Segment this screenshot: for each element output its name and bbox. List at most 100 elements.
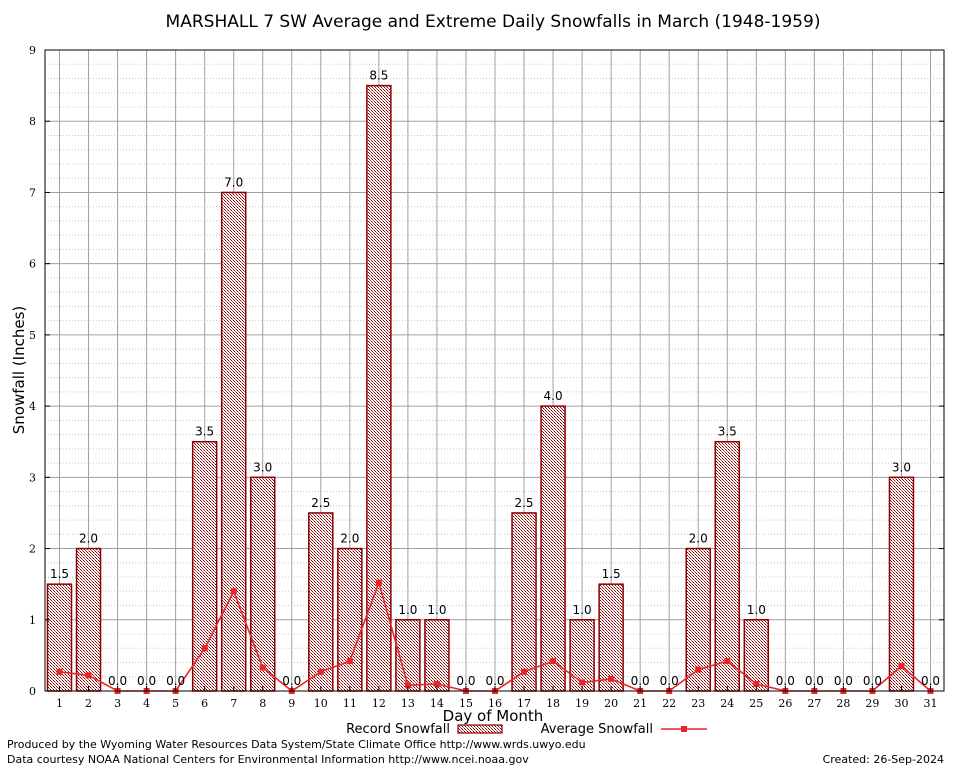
bar-value-label: 1.0 bbox=[747, 603, 766, 617]
x-tick-label: 16 bbox=[488, 697, 502, 710]
average-point bbox=[85, 672, 92, 679]
record-bar bbox=[249, 476, 276, 692]
record-bar bbox=[743, 619, 770, 692]
average-point bbox=[550, 658, 557, 665]
x-tick-label: 22 bbox=[662, 697, 676, 710]
average-point bbox=[898, 663, 905, 670]
legend: Record Snowfall Average Snowfall bbox=[346, 722, 707, 737]
y-tick-label: 9 bbox=[29, 44, 36, 57]
x-tick-label: 6 bbox=[201, 697, 208, 710]
x-axis-label: Day of Month bbox=[443, 707, 544, 725]
bar-value-label: 3.0 bbox=[892, 460, 911, 474]
average-point bbox=[608, 675, 615, 682]
record-bar bbox=[540, 405, 566, 692]
average-point bbox=[259, 664, 266, 671]
record-bar bbox=[220, 191, 247, 692]
average-point bbox=[317, 668, 324, 675]
record-bar bbox=[191, 440, 218, 692]
x-tick-label: 14 bbox=[430, 697, 444, 710]
bar-value-label: 2.5 bbox=[311, 496, 330, 510]
average-point bbox=[724, 658, 731, 665]
x-tick-label: 13 bbox=[401, 697, 415, 710]
record-bar bbox=[75, 547, 102, 692]
x-tick-label: 5 bbox=[172, 697, 179, 710]
y-tick-label: 4 bbox=[29, 400, 36, 413]
bar-value-label: 0.0 bbox=[166, 674, 185, 688]
legend-record-swatch bbox=[457, 724, 503, 734]
legend-average-label: Average Snowfall bbox=[541, 722, 653, 737]
average-point bbox=[56, 668, 63, 675]
x-tick-label: 19 bbox=[575, 697, 589, 710]
bar-value-label: 4.0 bbox=[544, 389, 563, 403]
record-bars bbox=[46, 84, 915, 692]
x-tick-label: 23 bbox=[691, 697, 705, 710]
bar-value-label: 0.0 bbox=[660, 674, 679, 688]
x-tick-label: 20 bbox=[604, 697, 618, 710]
x-tick-label: 25 bbox=[749, 697, 763, 710]
y-tick-label: 2 bbox=[29, 543, 36, 556]
bar-value-label: 0.0 bbox=[108, 674, 127, 688]
bar-value-label: 8.5 bbox=[369, 69, 388, 83]
x-tick-label: 4 bbox=[143, 697, 150, 710]
record-bar bbox=[569, 619, 595, 692]
chart-title: MARSHALL 7 SW Average and Extreme Daily … bbox=[166, 12, 821, 32]
bar-value-label: 0.0 bbox=[282, 674, 301, 688]
bar-value-label: 7.0 bbox=[224, 175, 243, 189]
bar-value-label: 1.0 bbox=[427, 603, 446, 617]
y-tick-label: 0 bbox=[29, 685, 36, 698]
average-point bbox=[695, 666, 702, 673]
x-tick-label: 29 bbox=[865, 697, 879, 710]
record-bar bbox=[424, 619, 450, 692]
y-tick-label: 8 bbox=[29, 115, 36, 128]
average-point bbox=[579, 679, 586, 686]
record-bar bbox=[337, 547, 363, 692]
record-bar bbox=[714, 440, 741, 692]
bar-value-label: 0.0 bbox=[921, 674, 940, 688]
average-point bbox=[753, 680, 760, 687]
bar-value-label: 1.0 bbox=[398, 603, 417, 617]
bar-value-label: 1.5 bbox=[50, 567, 69, 581]
x-tick-label: 11 bbox=[343, 697, 357, 710]
y-tick-label: 6 bbox=[29, 258, 36, 271]
y-tick-label: 3 bbox=[29, 471, 36, 484]
legend-average-marker bbox=[681, 726, 687, 732]
record-bar bbox=[308, 512, 334, 692]
record-bar bbox=[511, 512, 537, 692]
legend-record-label: Record Snowfall bbox=[346, 722, 450, 737]
bar-value-label: 2.0 bbox=[340, 532, 359, 546]
y-tick-label: 5 bbox=[29, 329, 36, 342]
footer-created-date: Created: 26-Sep-2024 bbox=[823, 753, 944, 766]
bar-value-label: 3.0 bbox=[253, 460, 272, 474]
bar-value-label: 1.0 bbox=[573, 603, 592, 617]
average-point bbox=[201, 645, 208, 652]
x-tick-label: 2 bbox=[85, 697, 92, 710]
bar-value-label: 0.0 bbox=[631, 674, 650, 688]
x-tick-label: 7 bbox=[230, 697, 237, 710]
x-tick-label: 31 bbox=[924, 697, 938, 710]
record-bar bbox=[598, 583, 624, 692]
x-tick-label: 8 bbox=[259, 697, 266, 710]
x-tick-label: 12 bbox=[372, 697, 386, 710]
plot-frame bbox=[44, 49, 945, 692]
average-point bbox=[346, 658, 353, 665]
x-tick-label: 17 bbox=[517, 697, 531, 710]
x-tick-label: 30 bbox=[894, 697, 908, 710]
y-tick-label: 7 bbox=[29, 186, 36, 199]
x-tick-label: 26 bbox=[778, 697, 792, 710]
x-tick-label: 10 bbox=[314, 697, 328, 710]
x-tick-label: 9 bbox=[288, 697, 295, 710]
bar-value-label: 0.0 bbox=[456, 674, 475, 688]
bar-value-labels: 1.5 2.0 0.0 0.0 0.0 3.5 7.0 3.0 0.0 2.5 2.0 8.5 1.0 1… bbox=[50, 69, 940, 688]
bar-value-label: 3.5 bbox=[718, 425, 737, 439]
x-tick-label: 21 bbox=[633, 697, 647, 710]
x-tick-label: 3 bbox=[114, 697, 121, 710]
record-bar bbox=[366, 84, 392, 692]
bar-value-label: 0.0 bbox=[776, 674, 795, 688]
bar-value-label: 0.0 bbox=[834, 674, 853, 688]
average-point bbox=[404, 682, 411, 689]
bar-value-label: 0.0 bbox=[137, 674, 156, 688]
bar-value-label: 0.0 bbox=[485, 674, 504, 688]
bar-value-label: 0.0 bbox=[805, 674, 824, 688]
